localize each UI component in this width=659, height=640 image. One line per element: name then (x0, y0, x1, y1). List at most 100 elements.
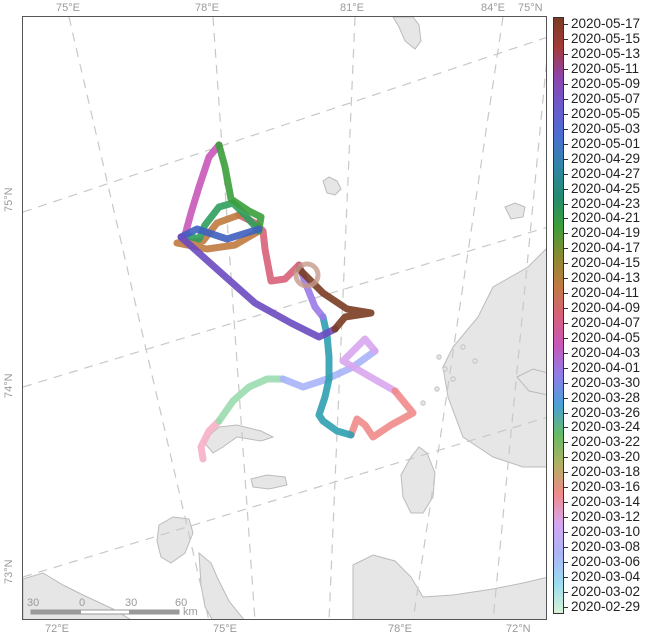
island-far-right-low (516, 368, 546, 396)
track-segment-8 (173, 211, 263, 253)
islet-2 (450, 376, 456, 382)
bottom-tick-78e: 78°E (388, 623, 412, 635)
release-marker (293, 261, 321, 289)
colorbar-date-label: 2020-03-24 (571, 419, 641, 435)
colorbar-date-label: 2020-05-15 (571, 31, 641, 47)
colorbar-tick (564, 561, 568, 563)
colorbar-tick (564, 114, 568, 115)
map-panel[interactable]: 30 0 30 60 km (22, 16, 547, 620)
colorbar-tick (564, 412, 568, 414)
colorbar-tick (564, 69, 568, 71)
colorbar-date-label: 2020-03-02 (571, 583, 641, 599)
colorbar-date-label: 2020-03-30 (571, 374, 641, 390)
peninsula-left (202, 424, 275, 454)
islet-5 (472, 358, 478, 364)
colorbar-tick (564, 487, 568, 489)
colorbar-date-label: 2020-04-09 (571, 300, 641, 316)
track-segment-3 (339, 335, 399, 395)
colorbar-date-label: 2020-04-07 (571, 314, 641, 330)
scale-bar-fill-b (129, 610, 179, 614)
scale-bar-fill-a (31, 610, 81, 614)
colorbar-tick (564, 457, 568, 459)
scale-label-3: 60 (175, 597, 187, 609)
colorbar-tick (564, 352, 568, 354)
colorbar-tick (564, 263, 568, 265)
colorbar-date-label: 2020-04-05 (571, 329, 641, 345)
scale-label-0: 30 (27, 597, 39, 609)
colorbar-tick (564, 54, 568, 56)
colorbar-tick (564, 188, 568, 190)
left-tick-74n: 74°N (3, 373, 15, 398)
colorbar-tick (564, 502, 568, 504)
colorbar-date-label: 2020-04-11 (571, 285, 640, 301)
graticule-line-2 (328, 17, 356, 619)
track-segment-4 (347, 387, 417, 441)
date-colorbar (553, 17, 564, 614)
track-segment-13 (177, 233, 339, 341)
colorbar-date-label: 2020-05-09 (571, 76, 641, 92)
land-layer (23, 17, 546, 619)
land-bottom-left (23, 572, 131, 619)
graticule-line-6 (23, 226, 546, 388)
colorbar-date-label: 2020-04-03 (571, 344, 641, 360)
colorbar-tick (564, 24, 568, 26)
colorbar-date-label: 2020-03-26 (571, 404, 641, 420)
track-segment-11 (215, 141, 265, 233)
colorbar-date-label: 2020-03-08 (571, 538, 641, 554)
drift-track (173, 141, 417, 463)
colorbar-tick (564, 546, 568, 548)
colorbar-date-label: 2020-04-13 (571, 270, 641, 286)
top-tick-75e: 75°E (56, 2, 80, 14)
bottom-tick-75e: 75°E (213, 623, 237, 635)
track-segment-5 (315, 313, 355, 439)
colorbar-tick (564, 472, 568, 474)
colorbar-tick (564, 591, 568, 593)
island-lower-left (156, 516, 194, 564)
colorbar-tick (564, 128, 568, 130)
colorbar-date-label: 2020-05-17 (571, 16, 641, 32)
colorbar-tick (564, 427, 568, 429)
top-tick-78e: 78°E (195, 2, 219, 14)
colorbar-date-label: 2020-03-10 (571, 523, 641, 539)
land-bottom-center (198, 551, 245, 619)
island-upper-right (392, 17, 422, 50)
graticule-layer (23, 17, 546, 619)
colorbar-date-label: 2020-05-07 (571, 91, 641, 107)
track-segment-1 (215, 375, 287, 425)
islet-6 (420, 400, 426, 406)
island-small-a (322, 176, 342, 196)
left-tick-73n: 73°N (3, 559, 15, 584)
islet-0 (436, 354, 442, 360)
colorbar-date-label: 2020-04-17 (571, 240, 641, 256)
colorbar-tick (564, 158, 568, 160)
colorbar-date-label: 2020-05-01 (571, 135, 641, 151)
track-segment-14 (295, 265, 375, 333)
colorbar-date-label: 2020-03-12 (571, 508, 641, 524)
graticule-line-5 (23, 37, 546, 213)
colorbar-date-label: 2020-05-13 (571, 46, 641, 62)
colorbar-tick (564, 442, 568, 444)
scale-unit: km (183, 606, 198, 618)
colorbar-date-label: 2020-03-18 (571, 464, 641, 480)
colorbar-tick (564, 293, 568, 295)
colorbar-date-label: 2020-03-28 (571, 389, 641, 405)
land-bottom-right (352, 554, 546, 619)
top-tick-84e: 84°E (481, 2, 505, 14)
colorbar-tick (564, 218, 568, 220)
colorbar-date-label: 2020-05-05 (571, 106, 641, 121)
track-segment-10 (181, 141, 223, 239)
bottom-tick-72e: 72°E (45, 623, 69, 635)
colorbar-tick (564, 382, 568, 384)
graticule-line-1 (212, 17, 256, 619)
colorbar-tick (564, 576, 568, 578)
colorbar-tick (564, 337, 568, 339)
colorbar-tick (564, 278, 568, 280)
colorbar-date-label: 2020-04-25 (571, 180, 641, 196)
track-segment-12 (177, 225, 263, 243)
big-landmass-se (442, 248, 546, 468)
colorbar-date-label: 2020-03-16 (571, 479, 641, 495)
colorbar-date-label: 2020-03-22 (571, 434, 641, 450)
colorbar-tick (564, 39, 568, 41)
scale-label-2: 30 (125, 597, 137, 609)
